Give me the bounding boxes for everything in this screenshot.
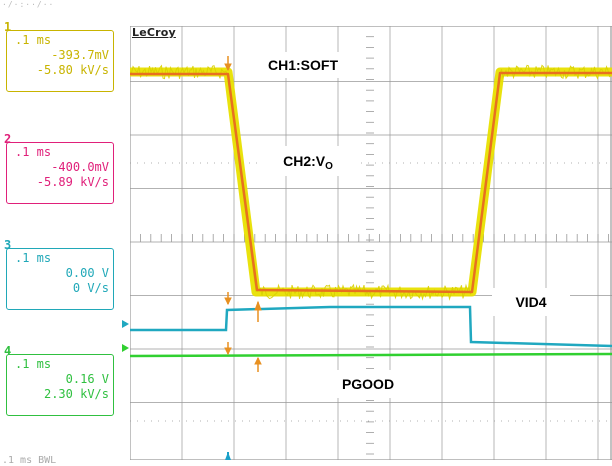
- channel-4-number: 4: [4, 344, 12, 358]
- channel-3-timebase: .1 ms: [15, 251, 52, 265]
- timebase-readout: .1 ms BWL: [2, 455, 57, 466]
- label-pgood: PGOOD: [318, 370, 418, 398]
- channel-1-rate: -5.80 kV/s: [36, 63, 109, 77]
- channel-2-timebase: .1 ms: [15, 145, 52, 159]
- channel-3-rate: 0 V/s: [72, 281, 109, 295]
- top-status-fragment: ·/·:··/··: [2, 0, 55, 9]
- channel-1-value: -393.7mV: [51, 48, 109, 62]
- channel-1-trace: [130, 67, 612, 297]
- cursor-markers: [224, 56, 262, 372]
- label-ch1-soft: CH1:SOFT: [248, 52, 358, 78]
- channel-2-info[interactable]: .1 ms -400.0mV -5.89 kV/s: [6, 142, 114, 204]
- channel-1-info[interactable]: .1 ms -393.7mV -5.80 kV/s: [6, 30, 114, 92]
- channel-4-trace: [130, 352, 612, 358]
- channel-4-value: 0.16 V: [65, 372, 109, 386]
- channel-3-value: 0.00 V: [65, 266, 109, 280]
- channel-1-noise: [130, 64, 612, 301]
- channel-1-timebase: .1 ms: [15, 33, 52, 47]
- channel-3-info[interactable]: .1 ms 0.00 V 0 V/s: [6, 248, 114, 310]
- channel-2-rate: -5.89 kV/s: [36, 175, 109, 189]
- channel-2-number: 2: [4, 132, 12, 146]
- graticule: [130, 26, 612, 460]
- channel-2-trace: [130, 71, 612, 294]
- lecroy-logo: LeCroy: [132, 26, 176, 39]
- channel-3-trace: [130, 305, 612, 348]
- label-ch2-sub: O: [325, 161, 333, 172]
- channel-4-timebase: .1 ms: [15, 357, 52, 371]
- channel-4-info[interactable]: .1 ms 0.16 V 2.30 kV/s: [6, 354, 114, 416]
- channel-1-number: 1: [4, 20, 12, 34]
- ground-markers: [122, 320, 129, 352]
- channel-2-value: -400.0mV: [51, 160, 109, 174]
- label-vid4: VID4: [492, 288, 570, 316]
- waveform-traces: [130, 64, 612, 358]
- label-ch2-main: CH2:V: [283, 153, 326, 169]
- channel-4-rate: 2.30 kV/s: [43, 387, 109, 401]
- label-ch2-vo: CH2:VO: [260, 146, 356, 176]
- scope-display[interactable]: [130, 26, 612, 460]
- channel-3-number: 3: [4, 238, 12, 252]
